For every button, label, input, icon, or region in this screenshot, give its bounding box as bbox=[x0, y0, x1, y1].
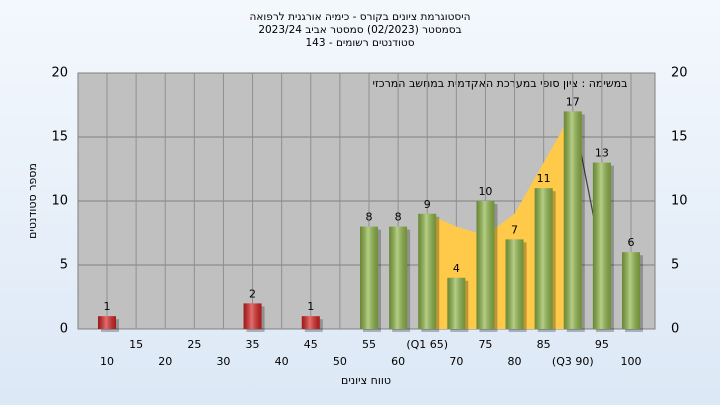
data-label: 4 bbox=[453, 262, 460, 275]
bar-shine bbox=[563, 111, 582, 330]
data-label: 17 bbox=[566, 95, 580, 108]
x-tick-label: (Q3 90) bbox=[552, 355, 594, 368]
data-label: 6 bbox=[628, 236, 635, 249]
bar-shine bbox=[98, 316, 116, 329]
bar-shine bbox=[476, 201, 495, 329]
data-label: 9 bbox=[424, 198, 431, 211]
data-label: 1 bbox=[307, 300, 314, 313]
bar-shine bbox=[389, 226, 408, 329]
x-tick-label: (Q1 65) bbox=[406, 338, 448, 351]
y2-tick-label: 15 bbox=[671, 130, 688, 145]
x-tick-label: 30 bbox=[216, 355, 230, 368]
data-label: 11 bbox=[537, 172, 551, 185]
y2-tick-label: 20 bbox=[671, 66, 688, 81]
data-label: 1 bbox=[104, 300, 111, 313]
x-tick-label: 100 bbox=[621, 355, 642, 368]
y2-tick-label: 5 bbox=[671, 258, 679, 273]
y2-tick-label: 10 bbox=[671, 194, 688, 209]
data-label: 13 bbox=[595, 147, 609, 160]
y2-tick-label: 0 bbox=[671, 322, 679, 337]
x-tick-label: 80 bbox=[508, 355, 522, 368]
y-tick-label: 15 bbox=[51, 130, 68, 145]
y-axis-label: מספר סטודנטים bbox=[26, 163, 39, 239]
bar-shine bbox=[505, 239, 524, 329]
bar-shine bbox=[243, 303, 262, 329]
x-tick-label: 70 bbox=[449, 355, 463, 368]
x-tick-label: 20 bbox=[158, 355, 172, 368]
title: היסטוגרמת ציונים בקורס - כימיה אורגנית ל… bbox=[250, 11, 471, 23]
x-tick-label: 15 bbox=[129, 338, 143, 351]
x-tick-label: 40 bbox=[275, 355, 289, 368]
data-label: 8 bbox=[366, 211, 373, 224]
x-tick-label: 60 bbox=[391, 355, 405, 368]
data-label: 2 bbox=[249, 287, 256, 300]
x-tick-label: 35 bbox=[246, 338, 260, 351]
y-tick-label: 5 bbox=[60, 258, 68, 273]
x-tick-label: 75 bbox=[478, 338, 492, 351]
y-tick-label: 20 bbox=[51, 66, 68, 81]
bar-shine bbox=[534, 188, 553, 329]
data-label: 10 bbox=[478, 185, 492, 198]
x-axis-label: טווח ציונים bbox=[341, 374, 391, 387]
subtitle: בסמסטר (02/2023) סמסטר אביב 2023/24 bbox=[258, 24, 461, 36]
x-tick-label: 10 bbox=[100, 355, 114, 368]
x-tick-label: 95 bbox=[595, 338, 609, 351]
x-tick-label: 50 bbox=[333, 355, 347, 368]
data-label: 7 bbox=[511, 223, 518, 236]
annotation: במשימה : ציון סופי במערכת האקדמית במחשב … bbox=[373, 77, 628, 90]
x-tick-label: 55 bbox=[362, 338, 376, 351]
bar-shine bbox=[360, 226, 378, 329]
x-tick-label: 85 bbox=[537, 338, 551, 351]
bar-shine bbox=[447, 277, 466, 329]
y-tick-label: 10 bbox=[51, 194, 68, 209]
bar-shine bbox=[622, 252, 640, 329]
x-tick-label: 45 bbox=[304, 338, 318, 351]
bar-shine bbox=[592, 162, 611, 329]
subtitle: סטודנטים רשומים - 143 bbox=[305, 37, 414, 49]
bar-shine bbox=[418, 213, 437, 329]
x-tick-label: 25 bbox=[187, 338, 201, 351]
y-tick-label: 0 bbox=[60, 322, 68, 337]
data-label: 8 bbox=[395, 211, 402, 224]
bar-shine bbox=[301, 316, 320, 329]
